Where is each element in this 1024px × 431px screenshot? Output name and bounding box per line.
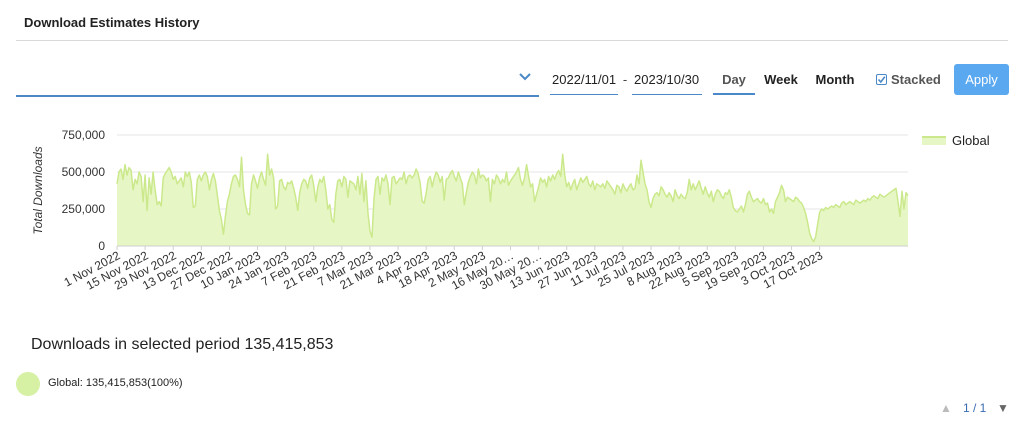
period-week-button[interactable]: Week	[764, 72, 798, 87]
legend-swatch	[922, 136, 946, 145]
summary-series-label: Global:	[48, 377, 83, 389]
stacked-label: Stacked	[891, 72, 941, 87]
end-date-input[interactable]	[632, 65, 702, 95]
pager-status: 1 / 1	[963, 401, 987, 415]
series-global-line	[116, 153, 909, 243]
period-month-button[interactable]: Month	[815, 72, 855, 87]
y-tick-label: 250,000	[62, 202, 106, 216]
y-axis-label: Total Downloads	[31, 146, 45, 234]
series-dot-icon	[16, 372, 40, 396]
pager-down-icon[interactable]: ▼	[997, 401, 1009, 415]
summary-series-row: Global: 135,415,853(100%)	[48, 377, 183, 389]
panel-title: Download Estimates History	[24, 15, 200, 30]
series-selector[interactable]	[16, 95, 539, 97]
title-divider	[16, 40, 1008, 41]
y-tick-label: 750,000	[62, 128, 106, 142]
legend-item-global[interactable]: Global	[922, 133, 990, 148]
y-tick-label: 0	[98, 239, 105, 253]
start-date-input[interactable]	[550, 65, 618, 95]
series-global-area	[117, 154, 908, 246]
legend-label: Global	[952, 133, 990, 148]
summary-title: Downloads in selected period 135,415,853	[31, 336, 334, 353]
checkbox-checked-icon[interactable]	[876, 74, 887, 85]
stacked-toggle[interactable]: Stacked	[876, 72, 941, 87]
apply-button[interactable]: Apply	[954, 64, 1009, 95]
pager-up-icon[interactable]: ▲	[940, 401, 952, 415]
y-tick-label: 500,000	[62, 165, 106, 179]
chevron-down-icon[interactable]	[518, 72, 532, 82]
date-range-separator: -	[622, 72, 628, 87]
summary-series-value: 135,415,853(100%)	[85, 377, 183, 389]
period-day-button[interactable]: Day	[713, 65, 755, 95]
